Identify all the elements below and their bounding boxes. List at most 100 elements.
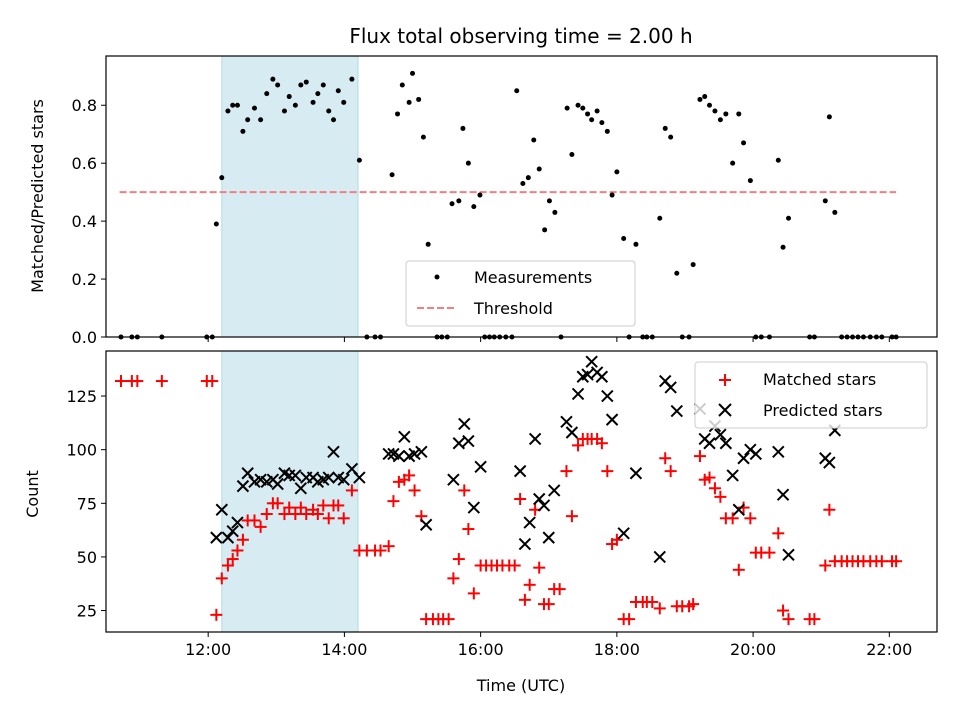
measurements-point [219, 175, 225, 181]
matched-stars-point [337, 512, 350, 525]
matched-stars-point [523, 578, 536, 591]
predicted-stars-point [605, 413, 619, 426]
matched-stars-point [572, 439, 585, 452]
top-y-tick-label: 0.8 [72, 96, 97, 115]
measurements-point [589, 117, 595, 123]
measurements-point [349, 76, 355, 82]
bottom-y-tick-label: 125 [66, 387, 97, 406]
predicted-stars-point [737, 452, 750, 465]
top-y-tick-label: 0.4 [72, 212, 97, 231]
matched-stars-point [382, 540, 395, 553]
measurements-point [552, 209, 558, 215]
predicted-stars-point [565, 426, 579, 439]
top-y-tick-label: 0.6 [72, 154, 97, 173]
matched-stars-point [610, 533, 623, 546]
measurements-point [264, 91, 270, 97]
predicted-stars-point [571, 387, 585, 401]
bottom-y-axis-label: Count [23, 470, 42, 518]
measurements-point [520, 180, 526, 186]
measurements-point [281, 108, 287, 114]
predicted-stars-point [226, 524, 239, 538]
measurements-point [449, 201, 455, 207]
measurements-point [341, 99, 347, 105]
measurements-point [690, 262, 696, 268]
measurements-point [460, 125, 466, 131]
measurements-point [240, 128, 246, 134]
x-axis-label: Time (UTC) [476, 676, 565, 695]
top-axes-frame [105, 55, 938, 338]
predicted-stars-point [353, 471, 366, 484]
matched-stars-point [653, 602, 666, 615]
bottom-legend-box [694, 361, 928, 429]
bottom-highlight-span [221, 350, 359, 633]
predicted-stars-point [398, 430, 411, 444]
predicted-stars-point [782, 548, 795, 561]
measurements-point [326, 108, 332, 114]
predicted-stars-point [382, 447, 395, 461]
top-y-tick-label: 0.2 [72, 270, 97, 289]
matched-stars-point [403, 469, 416, 482]
measurements-point [389, 172, 395, 178]
predicted-stars-point [474, 460, 487, 474]
top-observing-window [221, 55, 359, 338]
predicted-stars-point [585, 355, 598, 368]
measurements-point [477, 192, 483, 198]
measurements-point [674, 270, 680, 276]
top-legend-box [405, 260, 636, 327]
bottom-axes-frame [105, 350, 938, 633]
matched-stars-point [248, 514, 261, 527]
predicted-stars-point [294, 482, 308, 495]
matched-stars-point [714, 490, 727, 503]
bottom-y-tick-label: 75 [77, 494, 97, 513]
measurements-point [320, 82, 326, 88]
predicted-stars-point [823, 456, 836, 469]
predicted-stars-point [776, 488, 790, 501]
matched-stars-point [345, 484, 358, 497]
measurements-point [245, 117, 251, 123]
measurements-point [564, 105, 570, 111]
measurements-point [712, 108, 718, 114]
measurements-point [826, 114, 832, 120]
measurements-point [747, 178, 753, 184]
matched-stars-point [289, 508, 302, 521]
measurements-point [706, 102, 712, 108]
matched-stars-point [708, 482, 721, 495]
matched-stars-point [332, 499, 345, 512]
predicted-stars-point [458, 417, 471, 431]
matched-stars-point [560, 465, 573, 478]
predicted-stars-point [617, 527, 630, 540]
matched-stars-point [278, 508, 291, 521]
matched-stars-point [283, 501, 296, 514]
measurements-point [425, 241, 431, 247]
bottom-y-tick-label: 25 [77, 602, 97, 621]
legend-measurements-label: Measurements [474, 268, 592, 287]
matched-stars-point [744, 512, 757, 525]
matched-stars-point [155, 375, 168, 388]
matched-stars-point [890, 555, 903, 568]
measurements-point [662, 125, 668, 131]
matched-stars-point [387, 495, 400, 508]
predicted-stars-point [415, 445, 428, 459]
matched-stars-point [271, 497, 284, 510]
matched-stars-point [458, 484, 471, 497]
matched-stars-point [300, 508, 313, 521]
predicted-stars-point [629, 467, 643, 480]
matched-stars-point [646, 595, 659, 608]
predicted-stars-point [518, 537, 532, 551]
measurements-point [465, 160, 471, 166]
predicted-stars-point [408, 447, 421, 461]
predicted-stars-point [452, 437, 466, 450]
matched-stars-point [823, 503, 836, 516]
matched-stars-point [311, 508, 324, 521]
top-y-tick-label: 0.0 [72, 328, 97, 347]
predicted-stars-point [542, 531, 555, 544]
matched-stars-point [782, 613, 795, 626]
measurements-point [542, 227, 548, 233]
measurements-point [399, 82, 405, 88]
bottom-legend: Matched stars Predicted stars [694, 361, 928, 429]
measurements-point [717, 117, 723, 123]
matched-stars-point [703, 471, 716, 484]
measurements-point [213, 221, 219, 227]
measurements-point [225, 108, 231, 114]
measurements-point [580, 105, 586, 111]
